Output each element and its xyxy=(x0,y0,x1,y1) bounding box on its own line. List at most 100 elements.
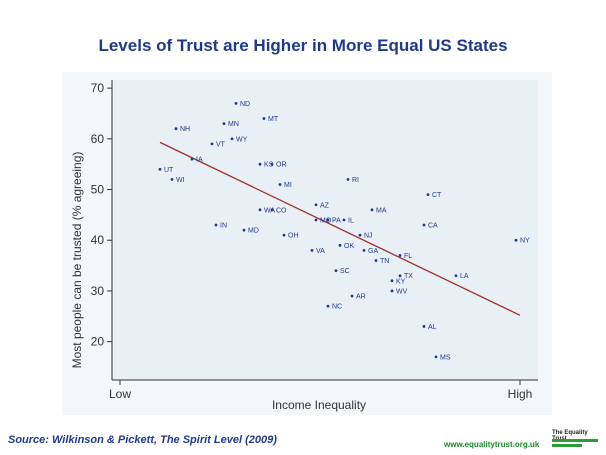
point-label: MI xyxy=(284,182,292,189)
data-point xyxy=(422,325,426,328)
data-point xyxy=(346,178,350,181)
point-label: ND xyxy=(240,101,250,108)
point-label: MT xyxy=(268,116,279,123)
source-citation: Source: Wilkinson & Pickett, The Spirit … xyxy=(8,434,277,446)
point-label: WI xyxy=(176,177,185,184)
point-label: OH xyxy=(288,233,299,240)
point-label: GA xyxy=(368,248,378,255)
point-label: FL xyxy=(404,253,412,260)
point-label: MO xyxy=(320,217,332,224)
point-label: NJ xyxy=(364,233,373,240)
data-point xyxy=(314,203,318,207)
data-point xyxy=(338,243,342,247)
data-point xyxy=(262,117,266,120)
data-point xyxy=(426,193,430,197)
data-point xyxy=(258,162,262,166)
y-tick-label: 20 xyxy=(91,335,105,349)
data-point xyxy=(222,122,226,126)
data-point xyxy=(434,355,438,359)
trend-line-group xyxy=(159,141,521,316)
point-label: UT xyxy=(164,167,174,174)
point-label: TN xyxy=(380,258,389,265)
point-label: VA xyxy=(316,248,325,255)
data-point xyxy=(370,208,374,212)
data-point xyxy=(174,127,178,131)
data-point xyxy=(242,228,246,232)
data-point xyxy=(158,167,162,171)
x-tick-label: Low xyxy=(109,387,131,401)
point-label: WY xyxy=(236,136,248,143)
point-label: CA xyxy=(428,223,438,230)
point-label: KY xyxy=(396,278,406,285)
point-label: IA xyxy=(196,157,203,164)
point-label: WV xyxy=(396,288,408,295)
data-point xyxy=(326,218,330,222)
point-label: AL xyxy=(428,324,437,331)
x-axis-label: Income Inequality xyxy=(272,398,366,412)
point-label: MN xyxy=(228,121,239,128)
y-tick-label: 70 xyxy=(91,81,105,95)
data-point xyxy=(214,223,218,227)
point-label: IN xyxy=(220,223,227,230)
x-tick-label: High xyxy=(508,387,533,401)
point-label: OK xyxy=(344,243,354,250)
data-point xyxy=(334,269,338,273)
data-point xyxy=(270,208,274,212)
point-label: PA xyxy=(332,217,341,224)
y-axis-label: Most people can be trusted (% agreeing) xyxy=(70,152,84,369)
data-point xyxy=(514,238,518,242)
data-point xyxy=(398,254,402,257)
point-label: AZ xyxy=(320,202,330,209)
plot-area xyxy=(112,80,538,380)
point-label: TX xyxy=(404,273,413,280)
point-label: OR xyxy=(276,162,287,169)
data-point xyxy=(398,274,402,278)
data-point xyxy=(326,304,330,308)
point-label: VT xyxy=(216,141,226,148)
point-label: WA xyxy=(264,207,275,214)
point-label: IL xyxy=(348,217,354,224)
point-label: CT xyxy=(432,192,442,199)
data-point xyxy=(390,289,394,293)
point-label: LA xyxy=(460,273,469,280)
data-point xyxy=(422,223,426,227)
data-point xyxy=(310,248,314,252)
data-point xyxy=(234,101,238,105)
point-label: NY xyxy=(520,238,530,245)
chart-title: Levels of Trust are Higher in More Equal… xyxy=(98,36,508,55)
point-label: SC xyxy=(340,268,350,275)
logo-bar xyxy=(552,439,598,442)
data-point xyxy=(350,294,354,298)
logo-bar xyxy=(552,444,582,447)
point-label: KS xyxy=(264,162,274,169)
point-label: NC xyxy=(332,304,342,311)
equality-trust-logo: The Equality Trust xyxy=(549,428,601,450)
point-label: RI xyxy=(352,177,359,184)
data-point xyxy=(454,274,458,278)
data-point xyxy=(210,142,214,146)
data-point xyxy=(342,218,346,222)
data-point xyxy=(270,162,274,166)
data-point xyxy=(190,157,194,161)
data-point xyxy=(170,178,174,181)
website-link[interactable]: www.equalitytrust.org.uk xyxy=(444,440,540,449)
point-label: MS xyxy=(440,354,451,361)
y-tick-label: 50 xyxy=(91,183,105,197)
point-label: NH xyxy=(180,126,190,133)
data-point xyxy=(374,259,378,262)
data-point xyxy=(314,218,318,222)
data-point xyxy=(278,183,282,186)
data-point xyxy=(390,279,394,283)
point-label: MD xyxy=(248,228,259,235)
data-point xyxy=(230,137,234,141)
y-tick-label: 30 xyxy=(91,284,105,298)
data-point xyxy=(258,208,262,212)
trend-line xyxy=(159,141,521,316)
point-label: AR xyxy=(356,294,366,301)
point-label: CO xyxy=(276,207,287,214)
data-point xyxy=(362,248,366,252)
y-tick-label: 40 xyxy=(91,233,105,247)
axes: 20 30 40 50 60 70 Low High xyxy=(91,80,538,401)
